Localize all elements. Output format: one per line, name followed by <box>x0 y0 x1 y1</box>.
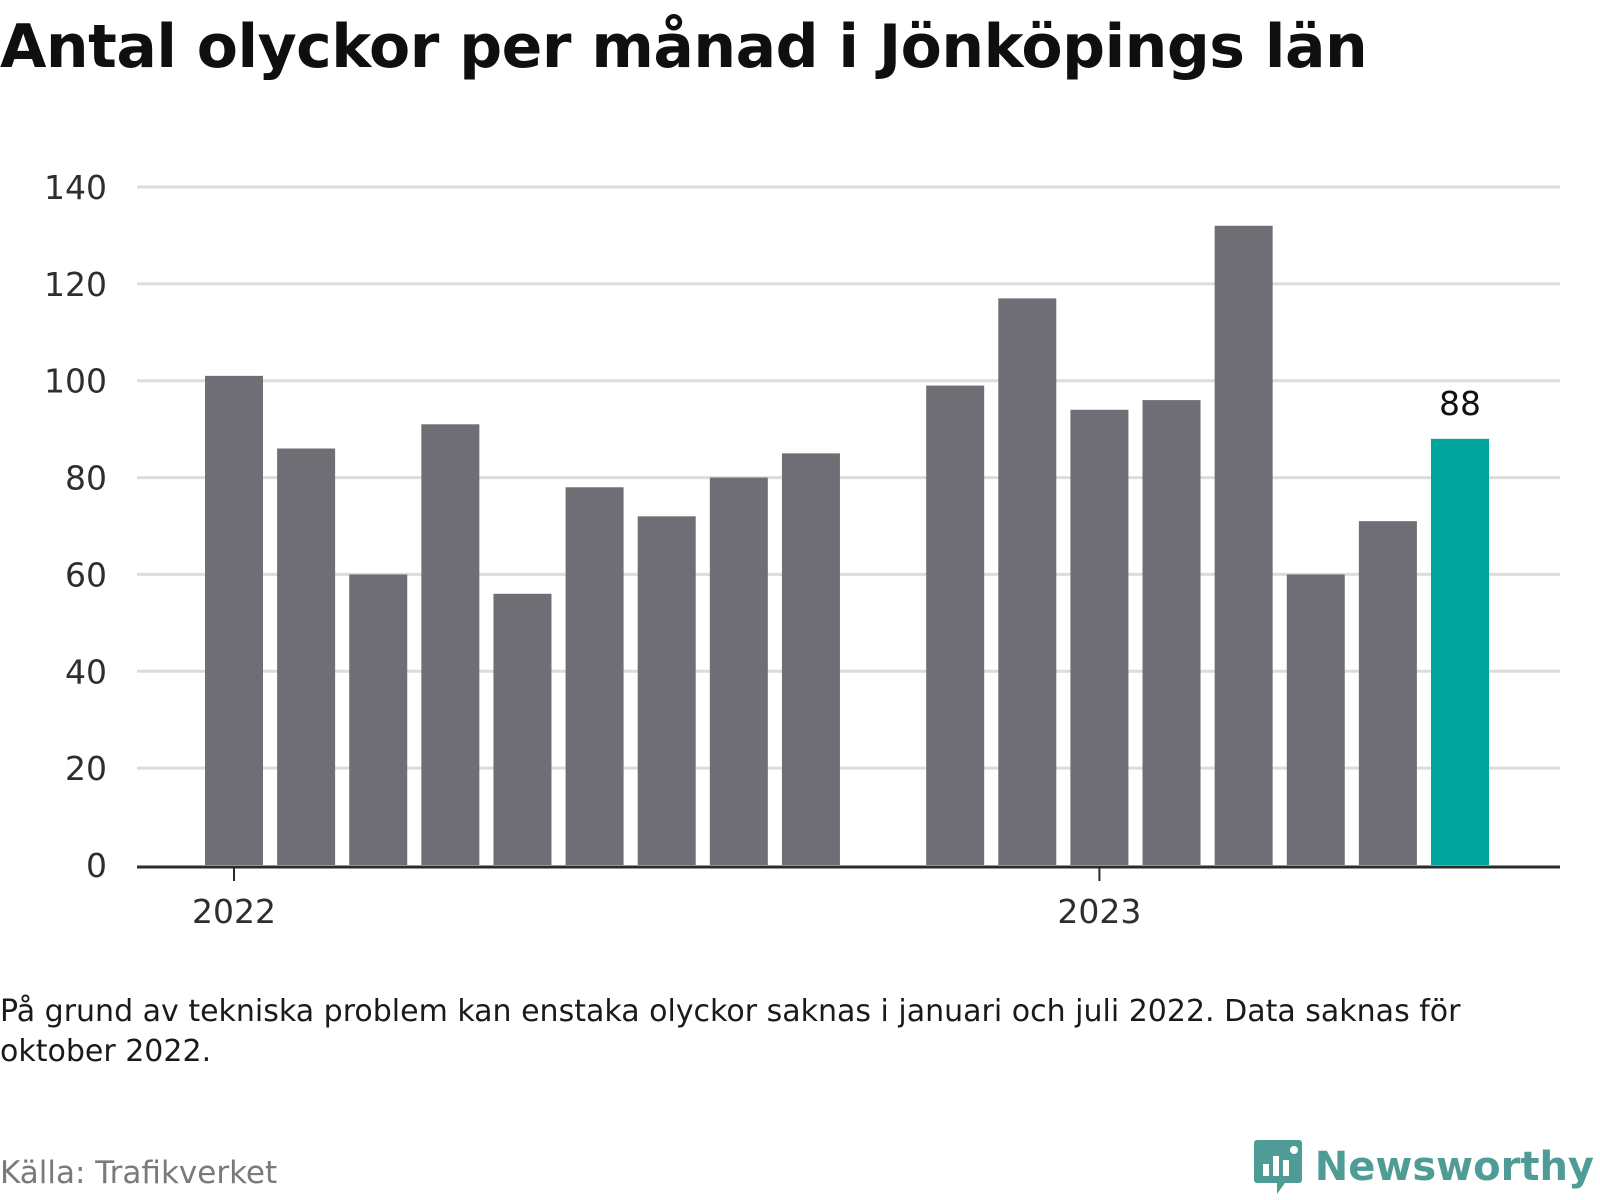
newsworthy-logo-icon <box>1253 1140 1302 1194</box>
bar <box>781 453 840 865</box>
chart-note: På grund av tekniska problem kan enstaka… <box>0 994 1461 1069</box>
bar <box>493 593 552 865</box>
bar <box>926 385 985 865</box>
bar <box>1286 574 1345 865</box>
y-tick-label: 100 <box>44 362 107 401</box>
bar <box>998 298 1057 865</box>
y-tick-label: 40 <box>65 652 107 691</box>
bar <box>1214 225 1273 865</box>
x-tick-label: 2022 <box>192 892 276 930</box>
y-tick-label: 140 <box>44 168 107 207</box>
bar-chart: 0 20 40 60 80 100 120 140 88 2022 2023 <box>44 168 1560 930</box>
highlight-bar <box>1431 438 1489 865</box>
bar <box>1358 521 1417 865</box>
chart-title: Antal olyckor per månad i Jönköpings län <box>0 12 1368 82</box>
y-tick-label: 20 <box>65 749 107 788</box>
bar <box>277 448 336 865</box>
bar <box>205 375 263 865</box>
y-tick-label: 120 <box>44 265 107 304</box>
bar <box>349 574 408 865</box>
bar <box>565 487 624 865</box>
y-tick-label: 60 <box>65 555 107 594</box>
brand-name: Newsworthy <box>1314 1144 1594 1190</box>
bar <box>1142 400 1201 865</box>
brand-logo: Newsworthy <box>1253 1138 1594 1196</box>
bar <box>1070 409 1129 865</box>
bar <box>421 424 480 865</box>
bar <box>709 477 768 865</box>
source-label: Källa: Trafikverket <box>0 1155 278 1191</box>
x-tick-label: 2023 <box>1057 892 1141 930</box>
y-tick-label: 0 <box>86 846 107 885</box>
y-tick-label: 80 <box>65 459 107 498</box>
data-label: 88 <box>1439 384 1481 423</box>
bar <box>637 516 696 865</box>
